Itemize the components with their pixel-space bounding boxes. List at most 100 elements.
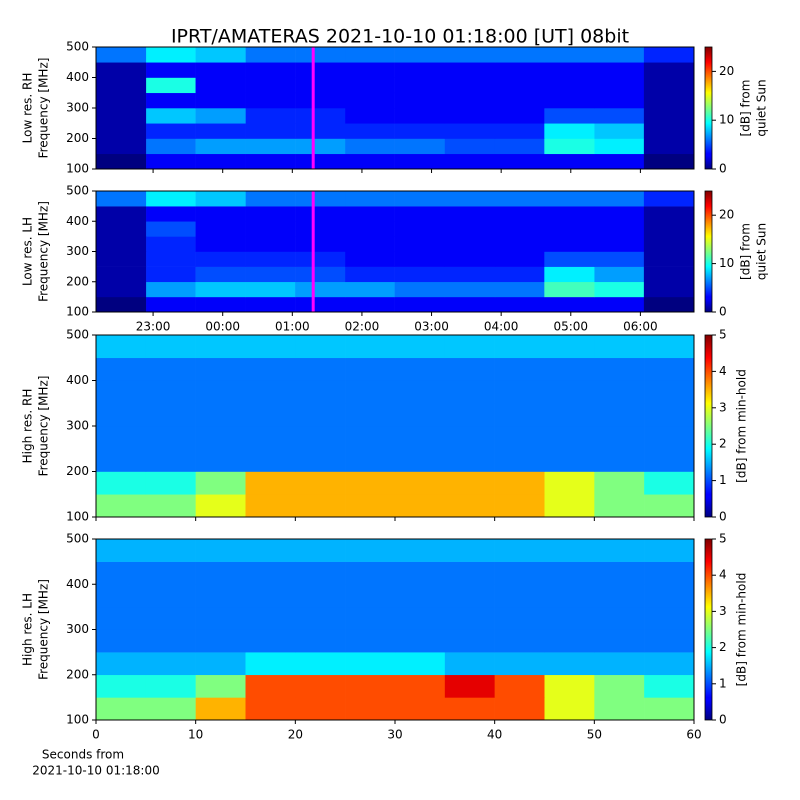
heatmap-cell [195,606,246,630]
heatmap-cell [295,380,346,404]
heatmap-cell [395,561,446,585]
heatmap-cell [345,206,395,222]
heatmap-cell [494,561,545,585]
heatmap-cell [494,539,545,562]
heatmap-cell [145,471,196,495]
heatmap-cell [345,281,395,298]
heatmap-cell [345,357,396,381]
heatmap-cell [594,281,645,298]
heatmap-cell [245,92,296,109]
y-tick-label: 200 [66,667,89,681]
heatmap-cell [96,266,147,283]
x-tick-label: 00:00 [205,320,240,334]
heatmap-cell [444,380,495,404]
heatmap-cell [245,357,296,381]
heatmap-cell [195,153,246,170]
heatmap-cell [494,380,545,404]
heatmap-cell [395,448,446,472]
heatmap-cell [345,652,396,676]
heatmap-cell [345,335,396,359]
heatmap-cell [245,296,296,313]
heatmap-cell [195,266,246,283]
colorbar [704,46,713,170]
colorbar-tick-label: 0 [719,162,727,176]
heatmap-cell [295,191,346,207]
heatmap-cell [146,62,196,78]
colorbar-tick-label: 0 [719,305,727,319]
colorbar-tick-label: 5 [719,532,727,546]
heatmap-cell [494,251,545,267]
heatmap-cell [345,539,396,562]
heatmap-cell [444,403,495,427]
x-axis-label: Seconds from [42,748,124,762]
heatmap-cell [146,206,196,222]
heatmap-cell [544,697,595,721]
heatmap-cell [145,380,196,404]
heatmap-cell [444,62,496,78]
heatmap-cell [395,335,446,359]
heatmap-cell [644,674,695,698]
heatmap-cell [146,221,196,237]
heatmap-cell [644,403,695,427]
heatmap-cell [594,403,645,427]
colorbar-tick-label: 0 [719,713,727,727]
heatmap-cell [245,629,296,653]
heatmap-cell [544,448,595,472]
colorbar-tick-label: 3 [719,604,727,618]
heatmap-cell [444,629,495,653]
heatmap-cell [594,236,645,252]
heatmap-cell [594,494,645,518]
heatmap-cell [444,47,496,63]
heatmap-cell [444,138,496,155]
heatmap-cell [395,403,446,427]
heatmap-cell [195,281,246,298]
heatmap-cell [96,448,147,472]
heatmap-cell [594,697,645,721]
heatmap-cell [295,629,346,653]
heatmap-cell [644,606,695,630]
heatmap-cell [444,357,495,381]
heatmap-cell [345,697,396,721]
x-tick-label: 20 [288,728,303,742]
heatmap-cell [395,629,446,653]
heatmap-cell [444,584,495,608]
heatmap-cell [96,697,147,721]
colorbar-tick-label: 0 [719,510,727,524]
heatmap-cell [345,236,395,252]
heatmap-cell [195,138,246,155]
heatmap-cell [643,62,695,78]
heatmap-cell [295,335,346,359]
heatmap-cell [444,606,495,630]
heatmap-cell [245,403,296,427]
heatmap-cell [345,629,396,653]
heatmap-cell [96,584,147,608]
heatmap-cell [345,221,395,237]
heatmap-cell [394,47,446,63]
heatmap-cell [146,123,196,139]
heatmap-cell [345,62,395,78]
heatmap-cell [494,62,545,78]
heatmap-cell [494,584,545,608]
heatmap-cell [544,47,595,63]
heatmap-cell [295,697,346,721]
heatmap-cell [444,251,496,267]
heatmap-cell [594,380,645,404]
heatmap-cell [345,47,395,63]
heatmap-cell [345,494,396,518]
colorbar [704,334,713,518]
heatmap-cell [245,606,296,630]
heatmap-cell [295,426,346,450]
heatmap-cell [594,448,645,472]
heatmap-cell [96,108,147,124]
heatmap-cell [195,296,246,313]
heatmap-cell [195,539,246,562]
heatmap-cell [245,236,296,252]
heatmap-cell [395,606,446,630]
y-tick-label: 100 [66,305,89,319]
heatmap-cell [544,123,595,139]
heatmap-cell [444,539,495,562]
heatmap-cell [644,584,695,608]
x-tick-label: 10 [188,728,203,742]
y-tick-label: 200 [66,464,89,478]
heatmap-cell [494,403,545,427]
